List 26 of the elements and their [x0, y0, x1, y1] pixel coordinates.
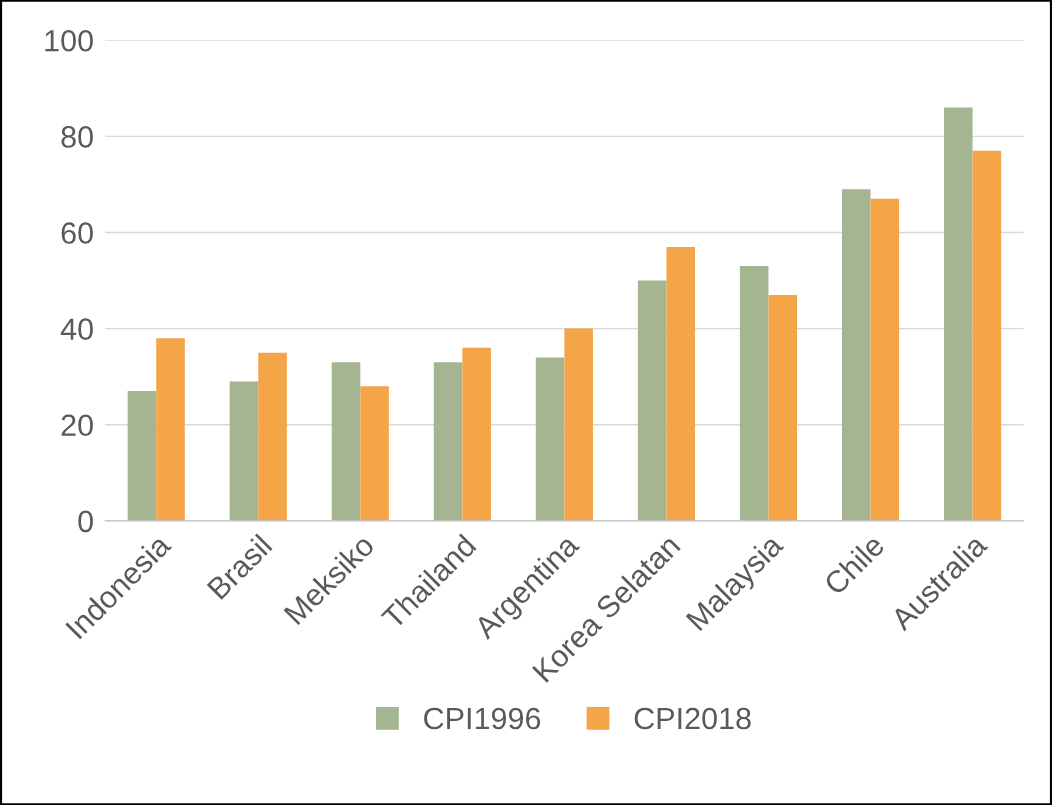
bar	[768, 294, 798, 521]
bar	[564, 328, 593, 521]
y-tick-label: 80	[61, 126, 93, 148]
bar	[535, 357, 565, 521]
bar	[972, 150, 1002, 521]
bar	[433, 362, 463, 521]
bar	[156, 338, 185, 521]
bar	[637, 280, 667, 521]
bar	[841, 189, 871, 521]
y-tick-label: 40	[60, 318, 93, 340]
bar	[666, 246, 696, 521]
y-tick-label: 60	[61, 222, 93, 244]
legend-label: CPI1996	[424, 707, 541, 730]
bar	[739, 266, 769, 521]
bar	[331, 362, 361, 521]
bar	[870, 198, 900, 521]
bar	[462, 347, 491, 521]
bar	[360, 386, 389, 521]
y-tick-label: 0	[78, 510, 93, 533]
y-tick-label: 20	[61, 414, 93, 437]
bar	[258, 352, 287, 521]
legend-label: CPI2018	[634, 707, 751, 730]
bar	[944, 107, 973, 521]
bar	[127, 391, 157, 521]
bar	[229, 381, 259, 521]
y-tick-label: 100	[45, 29, 93, 52]
